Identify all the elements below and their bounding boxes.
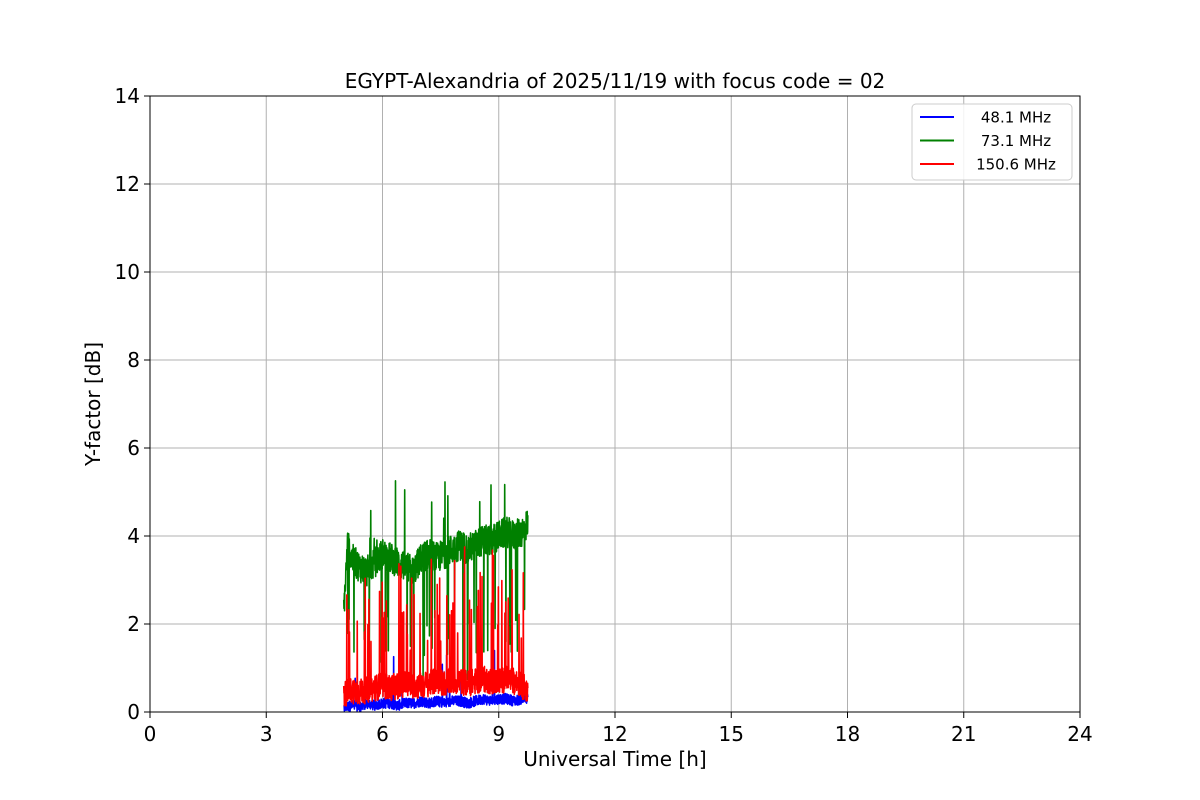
y-tick-label: 6 <box>127 436 140 460</box>
legend-label: 73.1 MHz <box>981 132 1051 150</box>
legend-label: 48.1 MHz <box>981 109 1051 127</box>
grid <box>149 95 1081 713</box>
legend: 48.1 MHz 73.1 MHz 150.6 MHz <box>911 103 1073 181</box>
series-line-1 <box>342 480 529 688</box>
x-tick-label: 15 <box>719 722 744 746</box>
y-tick-label: 2 <box>127 612 140 636</box>
y-tick-label: 10 <box>115 260 140 284</box>
series-layer <box>342 480 529 712</box>
y-axis-label: Y-factor [dB] <box>81 342 105 467</box>
x-tick-label: 18 <box>835 722 860 746</box>
y-tick-label: 8 <box>127 348 140 372</box>
x-tick-label: 9 <box>492 722 505 746</box>
y-axis-ticks: 0 2 4 6 8 10 12 14 <box>115 84 150 724</box>
y-tick-label: 12 <box>115 172 140 196</box>
legend-label: 150.6 MHz <box>976 156 1056 174</box>
series-line-0 <box>343 649 529 712</box>
x-tick-label: 0 <box>144 722 157 746</box>
x-tick-label: 24 <box>1067 722 1092 746</box>
y-tick-label: 14 <box>115 84 140 108</box>
x-tick-label: 21 <box>951 722 976 746</box>
x-tick-label: 3 <box>260 722 273 746</box>
y-tick-label: 0 <box>127 700 140 724</box>
x-axis-label: Universal Time [h] <box>523 747 706 771</box>
legend-box <box>911 103 1073 181</box>
y-tick-label: 4 <box>127 524 140 548</box>
x-axis-ticks: 0 3 6 9 12 15 18 21 24 <box>144 712 1093 746</box>
chart-title: EGYPT-Alexandria of 2025/11/19 with focu… <box>345 69 886 93</box>
x-tick-label: 6 <box>376 722 389 746</box>
series-line-2 <box>342 546 529 707</box>
x-tick-label: 12 <box>602 722 627 746</box>
